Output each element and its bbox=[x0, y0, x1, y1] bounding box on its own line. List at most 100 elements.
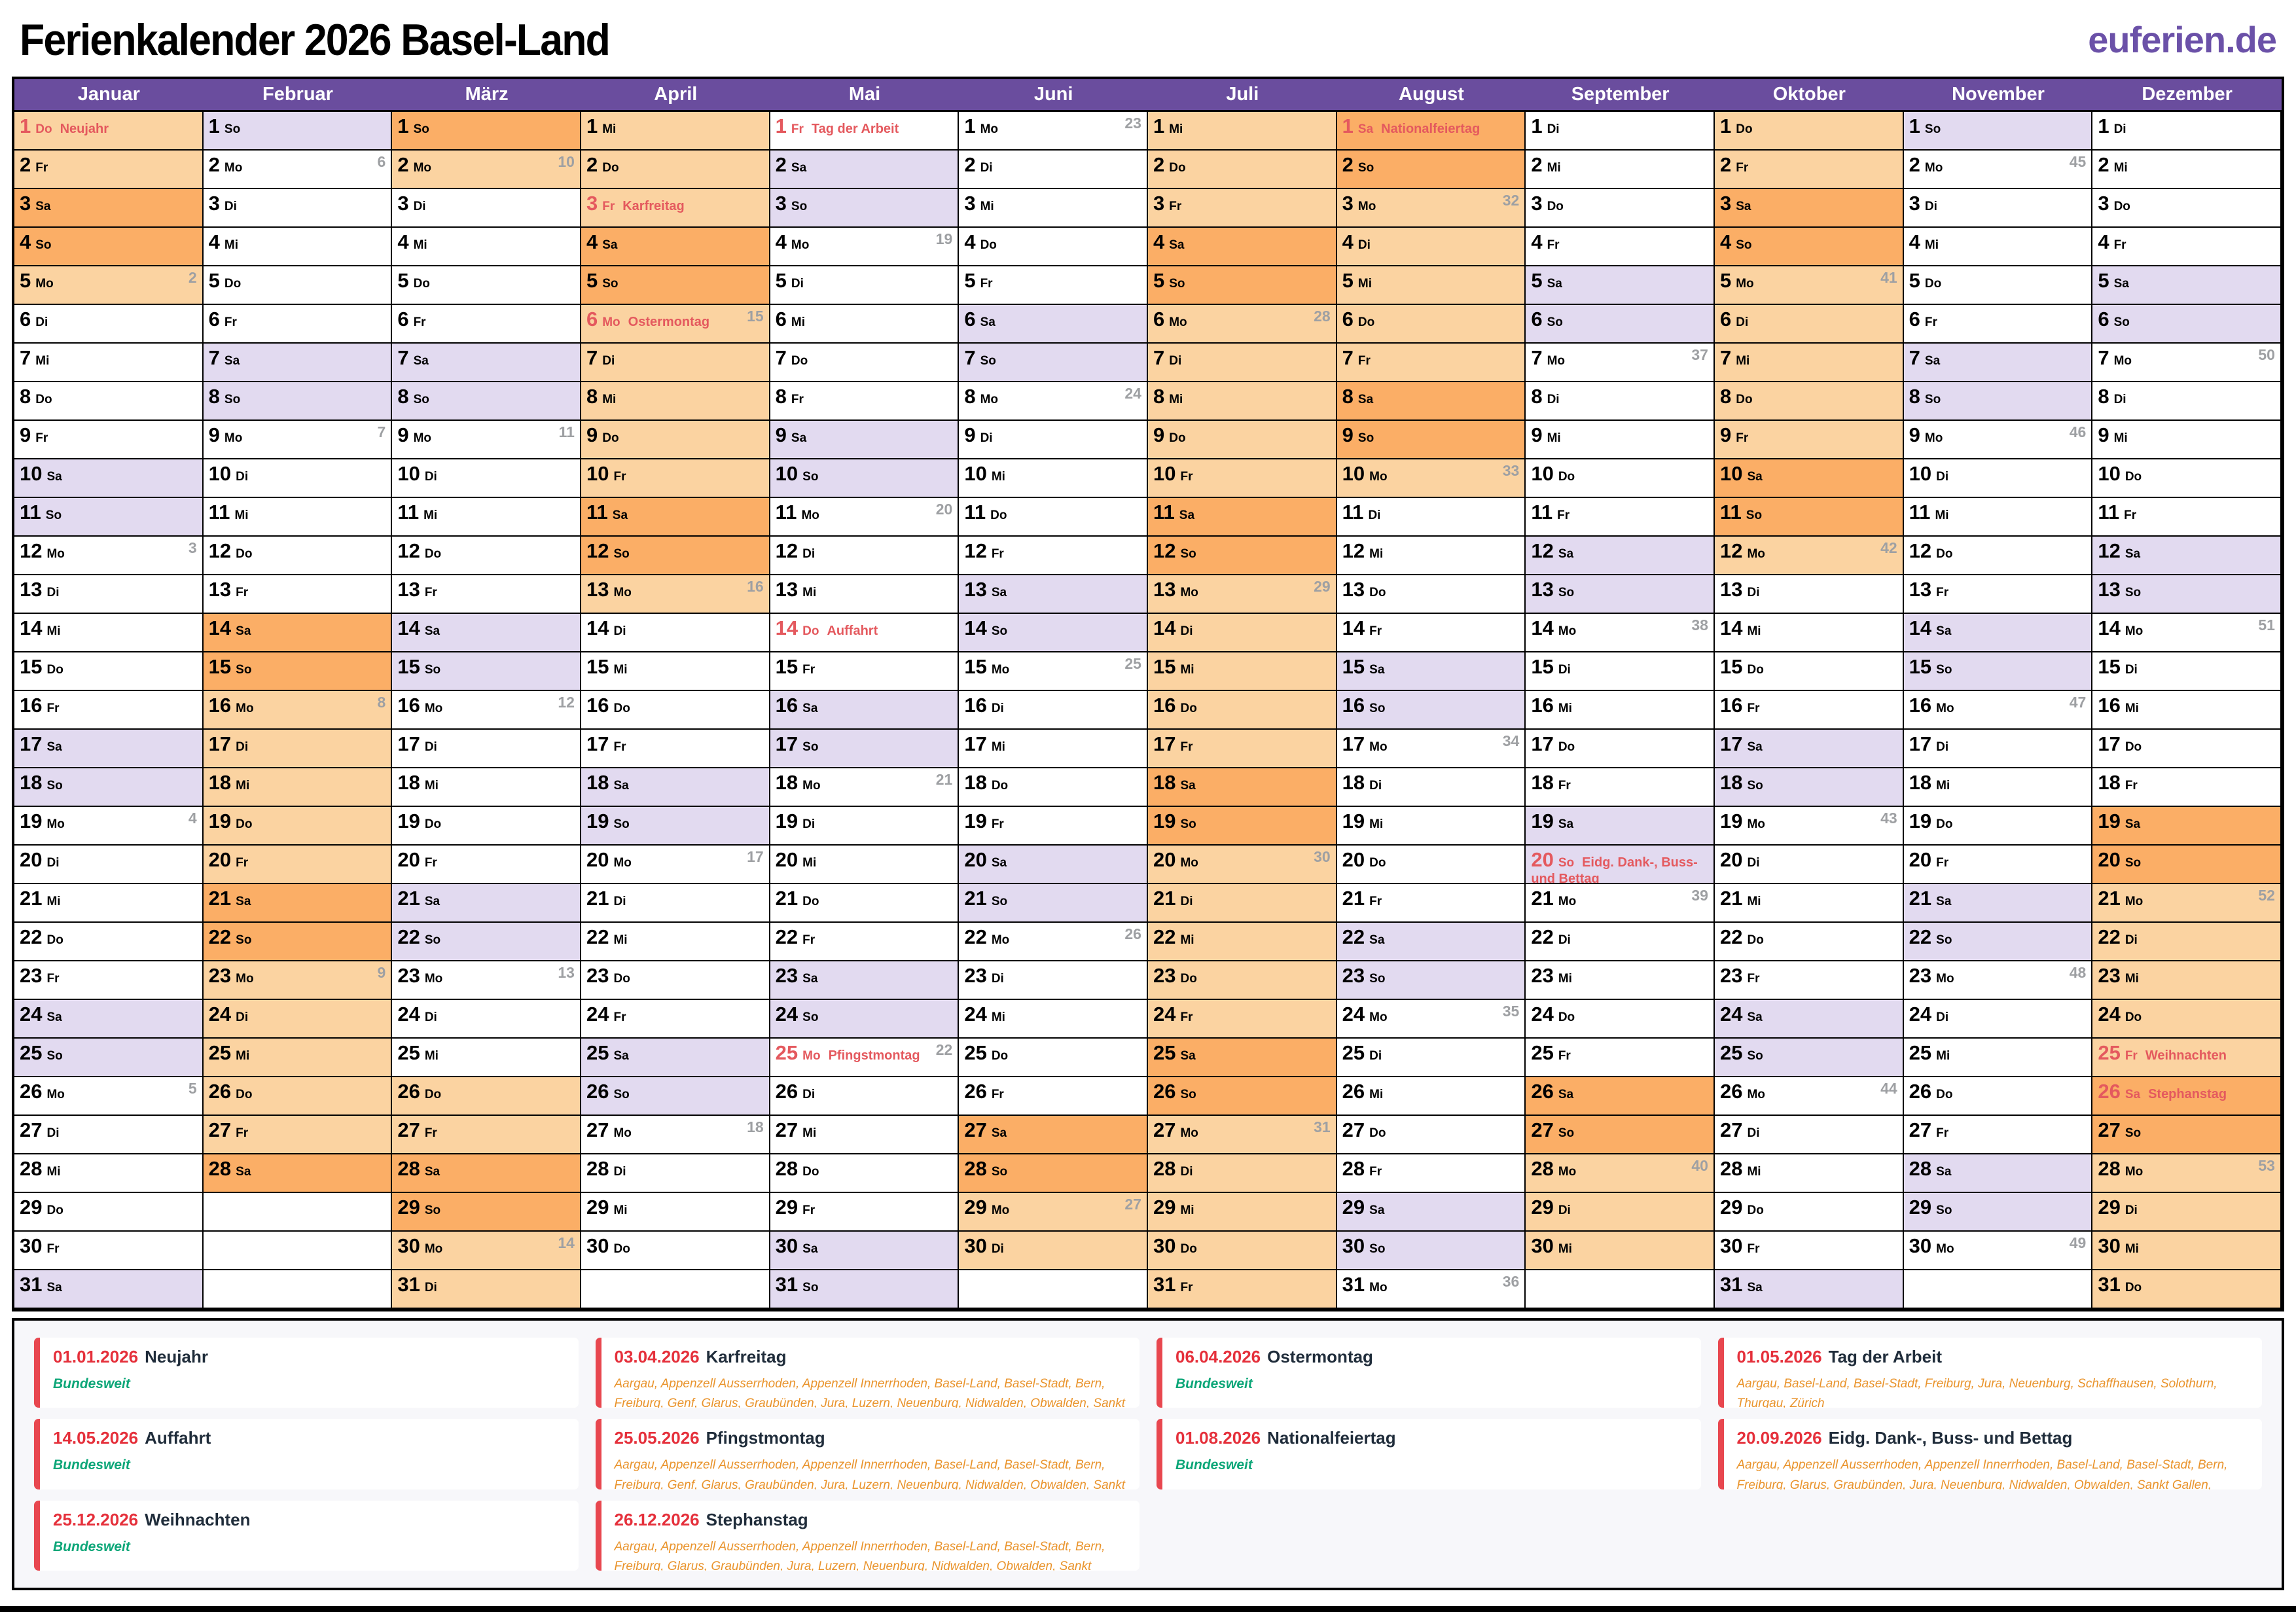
day-cell: 6 Di bbox=[1714, 305, 1904, 344]
weekday-abbr: So bbox=[1747, 1049, 1763, 1063]
day-cell: 27 Fr bbox=[392, 1116, 581, 1154]
day-number: 8 bbox=[397, 385, 409, 408]
day-number: 2 bbox=[964, 153, 976, 176]
euferien-logo[interactable]: euferien.de bbox=[2088, 19, 2277, 60]
day-cell: 22 Fr bbox=[770, 923, 960, 961]
day-cell: 13 Fr bbox=[1903, 575, 2093, 614]
day-number: 31 bbox=[397, 1273, 420, 1296]
day-number: 5 bbox=[1153, 269, 1165, 292]
weekday-abbr: So bbox=[35, 238, 52, 252]
day-cell: 12 Mo 3 bbox=[14, 537, 204, 575]
day-cell: 1 So bbox=[1903, 112, 2093, 151]
weekday-abbr: Di bbox=[1558, 933, 1571, 947]
day-cell: 9 Do bbox=[581, 421, 770, 459]
day-cell: 20 Di bbox=[1714, 846, 1904, 884]
day-number: 4 bbox=[20, 230, 31, 253]
day-cell: 20 Fr bbox=[203, 846, 393, 884]
weekday-abbr: Sa bbox=[802, 1242, 818, 1256]
weekday-abbr: Mo bbox=[35, 277, 54, 291]
day-number: 11 bbox=[1909, 501, 1931, 524]
day-cell: 19 Fr bbox=[959, 807, 1148, 846]
day-number: 11 bbox=[775, 501, 797, 524]
day-cell: 6 Fr bbox=[392, 305, 581, 344]
day-number: 8 bbox=[2098, 385, 2109, 408]
weekday-abbr: So bbox=[46, 1049, 63, 1063]
day-number: 29 bbox=[1342, 1196, 1365, 1219]
day-cell: 25 Di bbox=[1336, 1039, 1526, 1077]
day-number: 12 bbox=[1153, 539, 1176, 562]
weekday-abbr: Sa bbox=[35, 200, 51, 213]
day-number: 30 bbox=[1909, 1234, 1932, 1257]
weekday-abbr: Fr bbox=[1180, 1281, 1193, 1294]
weekday-abbr: Sa bbox=[1180, 779, 1196, 793]
weekday-abbr: Fr bbox=[1557, 508, 1570, 522]
day-cell: 14 Di bbox=[581, 614, 770, 652]
day-cell: 29 So bbox=[1903, 1193, 2093, 1232]
day-number: 30 bbox=[964, 1234, 987, 1257]
day-cell: 19 So bbox=[1147, 807, 1337, 846]
day-number: 15 bbox=[964, 655, 987, 678]
day-cell: 28 So bbox=[959, 1154, 1148, 1193]
weekday-abbr: Fr bbox=[424, 586, 437, 599]
weekday-abbr: Mi bbox=[1936, 1049, 1950, 1063]
day-number: 3 bbox=[397, 192, 409, 215]
weekday-abbr: Fr bbox=[2124, 508, 2137, 522]
day-number: 25 bbox=[586, 1041, 609, 1064]
day-number: 5 bbox=[1531, 269, 1543, 292]
week-number: 31 bbox=[1314, 1118, 1331, 1135]
day-cell: 14 Mi bbox=[14, 614, 204, 652]
day-number: 2 bbox=[208, 153, 220, 176]
day-number: 16 bbox=[208, 694, 232, 717]
weekday-abbr: Sa bbox=[424, 1165, 440, 1179]
day-cell: 19 Mo 4 bbox=[14, 807, 204, 846]
day-number: 3 bbox=[775, 192, 787, 215]
day-cell: 20 Mo 30 bbox=[1147, 846, 1337, 884]
weekday-abbr: Di bbox=[1368, 508, 1381, 522]
day-number: 17 bbox=[1342, 732, 1365, 755]
day-cell: 12 Do bbox=[203, 537, 393, 575]
weekday-abbr: Sa bbox=[236, 895, 251, 908]
day-cell: 29 Do bbox=[14, 1193, 204, 1232]
day-number: 7 bbox=[1719, 346, 1732, 369]
day-number: 9 bbox=[1531, 423, 1543, 446]
day-number: 17 bbox=[586, 732, 609, 755]
day-cell: 27 Di bbox=[14, 1116, 204, 1154]
day-cell: 14 Di bbox=[1147, 614, 1337, 652]
day-number: 4 bbox=[2098, 230, 2109, 253]
day-number: 24 bbox=[775, 1003, 798, 1026]
day-number: 11 bbox=[586, 501, 608, 524]
week-number: 18 bbox=[747, 1118, 764, 1135]
day-number: 8 bbox=[775, 385, 787, 408]
month-header-row: Januar Februar März April Mai Juni Juli August S… bbox=[14, 79, 2282, 112]
weekday-abbr: Mo bbox=[991, 1204, 1010, 1217]
weekday-abbr: Mo bbox=[1924, 431, 1943, 445]
weekday-abbr: Do bbox=[1169, 161, 1186, 175]
holiday-label: Weihnachten bbox=[2145, 1048, 2227, 1063]
weekday-abbr: Do bbox=[602, 161, 619, 175]
day-number: 10 bbox=[2098, 462, 2121, 485]
day-number: 12 bbox=[1909, 539, 1932, 562]
weekday-abbr: Sa bbox=[1357, 122, 1374, 136]
weekday-abbr: Mo bbox=[801, 508, 819, 522]
legend-card-title: 01.01.2026 Neujahr bbox=[53, 1347, 565, 1367]
day-cell: 10 Do bbox=[1526, 459, 1715, 498]
day-cell: 3 Di bbox=[1903, 189, 2093, 228]
legend-holiday-date: 14.05.2026 bbox=[53, 1428, 139, 1448]
weekday-abbr: Di bbox=[424, 740, 437, 754]
day-cell: 23 Do bbox=[581, 961, 770, 1000]
day-number: 4 bbox=[964, 230, 976, 253]
day-number: 8 bbox=[1342, 385, 1354, 408]
weekday-abbr: Sa bbox=[224, 354, 240, 368]
day-number: 22 bbox=[2098, 925, 2121, 948]
day-number: 21 bbox=[397, 887, 420, 910]
weekday-abbr: Mi bbox=[1369, 1088, 1384, 1101]
weekday-abbr: Di bbox=[236, 1010, 249, 1024]
weekday-abbr: Mo bbox=[1180, 856, 1198, 870]
day-number: 27 bbox=[2098, 1118, 2121, 1141]
weekday-abbr: Di bbox=[991, 972, 1004, 986]
day-cell: 30 Do bbox=[581, 1232, 770, 1270]
week-number: 35 bbox=[1502, 1003, 1520, 1020]
day-number: 27 bbox=[20, 1118, 43, 1141]
day-cell: 29 Mo 27 bbox=[959, 1193, 1148, 1232]
weekday-abbr: Mo bbox=[1747, 817, 1765, 831]
